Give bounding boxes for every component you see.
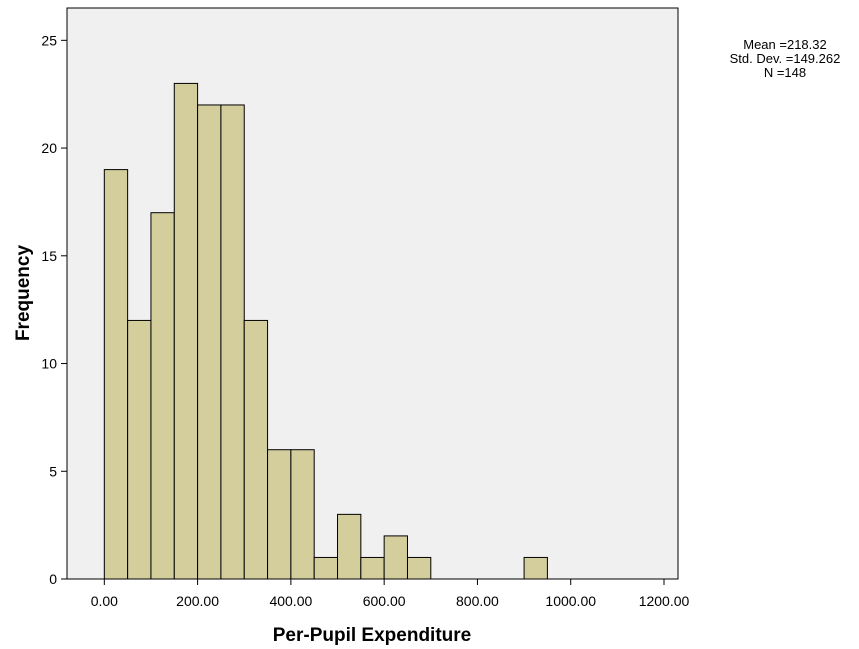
histogram-bar [243, 319, 269, 580]
histogram-bar [360, 556, 385, 580]
x-tick-label: 200.00 [176, 593, 219, 609]
histogram-bar [290, 449, 315, 580]
histogram-bar [150, 212, 175, 580]
bars-group [103, 82, 548, 580]
x-axis-title: Per-Pupil Expenditure [273, 625, 471, 646]
y-tick-label: 5 [49, 463, 57, 479]
histogram-bar [383, 535, 408, 580]
histogram-bar [127, 319, 152, 580]
stat-std-dev: Std. Dev. =149.262 [729, 51, 841, 66]
stat-n: N =148 [763, 65, 807, 80]
y-tick-label: 15 [41, 248, 57, 264]
y-tick-label: 25 [41, 32, 57, 48]
statistics-legend: Mean =218.32 Std. Dev. =149.262 N =148 [690, 38, 859, 80]
y-axis-ticks: 0 5 10 15 20 25 [41, 32, 67, 587]
histogram-bar [523, 556, 548, 580]
x-tick-label: 800.00 [456, 593, 499, 609]
y-axis-title: Frequency [13, 245, 34, 342]
histogram-bar [406, 556, 432, 580]
x-tick-label: 400.00 [269, 593, 312, 609]
stat-mean: Mean =218.32 [743, 37, 827, 52]
histogram-bar [103, 169, 129, 580]
y-tick-label: 10 [41, 356, 57, 372]
x-axis-ticks: 0.00 200.00 400.00 600.00 800.00 1000.00 1200.… [91, 579, 690, 609]
histogram-bar [197, 104, 222, 580]
x-tick-label: 1000.00 [545, 593, 596, 609]
histogram-bar [267, 449, 292, 580]
y-tick-label: 0 [49, 571, 57, 587]
y-tick-label: 20 [41, 140, 57, 156]
x-tick-label: 1200.00 [639, 593, 690, 609]
histogram-bar [220, 104, 245, 580]
histogram-bar [173, 82, 199, 580]
histogram-bar [313, 556, 339, 580]
histogram-bar [337, 513, 362, 580]
x-tick-label: 0.00 [91, 593, 118, 609]
x-tick-label: 600.00 [363, 593, 406, 609]
